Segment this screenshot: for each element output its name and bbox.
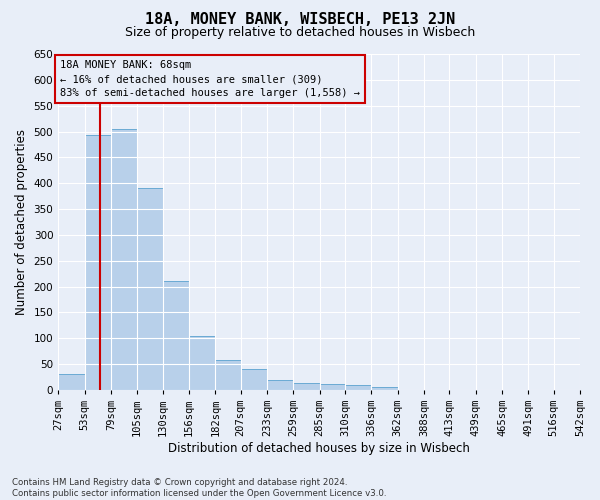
Bar (215, 360, 241, 390)
Text: Contains HM Land Registry data © Crown copyright and database right 2024.
Contai: Contains HM Land Registry data © Crown c… (12, 478, 386, 498)
Bar (111, 130, 137, 390)
Bar (163, 282, 189, 390)
Bar (267, 380, 293, 390)
Bar (58, 374, 85, 390)
Bar (345, 384, 371, 390)
Text: Size of property relative to detached houses in Wisbech: Size of property relative to detached ho… (125, 26, 475, 39)
Bar (137, 188, 163, 390)
X-axis label: Distribution of detached houses by size in Wisbech: Distribution of detached houses by size … (168, 442, 470, 455)
Bar (293, 383, 320, 390)
Bar (241, 369, 267, 390)
Bar (85, 134, 111, 390)
Bar (320, 384, 345, 390)
Bar (189, 336, 215, 390)
Y-axis label: Number of detached properties: Number of detached properties (15, 129, 28, 315)
Bar (371, 388, 398, 390)
Text: 18A, MONEY BANK, WISBECH, PE13 2JN: 18A, MONEY BANK, WISBECH, PE13 2JN (145, 12, 455, 28)
Text: 18A MONEY BANK: 68sqm
← 16% of detached houses are smaller (309)
83% of semi-det: 18A MONEY BANK: 68sqm ← 16% of detached … (60, 60, 360, 98)
